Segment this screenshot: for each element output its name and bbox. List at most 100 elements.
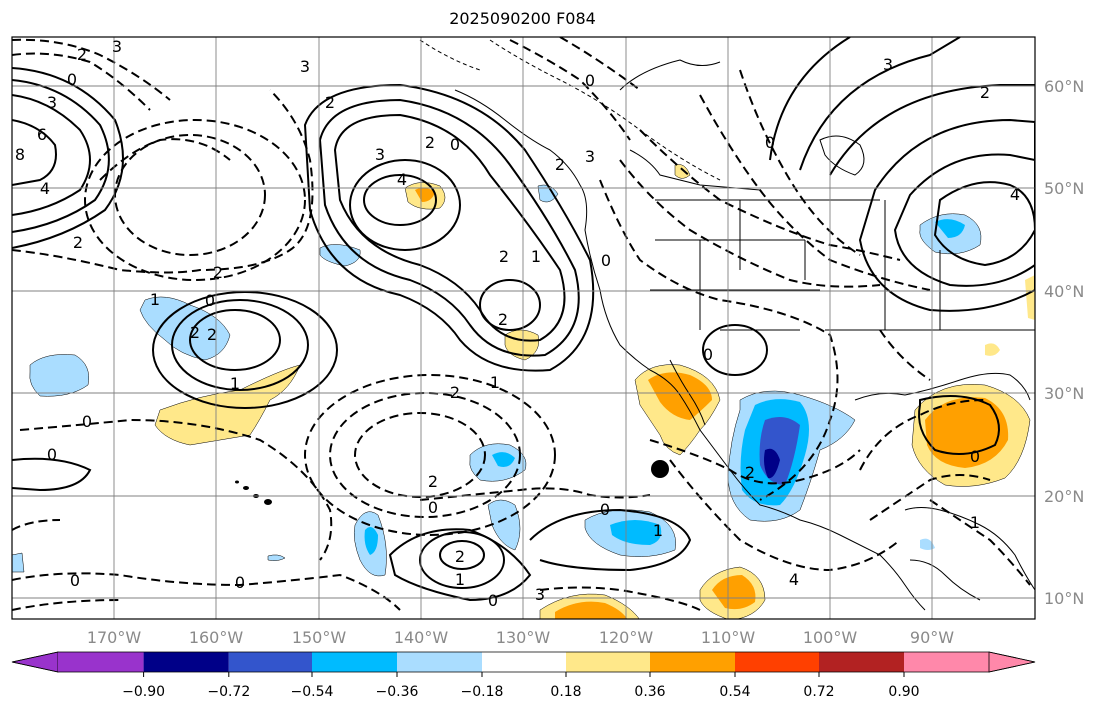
colorbar-bin (58, 652, 144, 672)
positive-anomaly-area (674, 164, 691, 179)
lon-label: 140°W (394, 628, 449, 647)
colorbar-bin (566, 652, 650, 672)
contour-label: 2 (980, 83, 990, 102)
solid-contours (12, 37, 1035, 602)
contour-label: 3 (585, 147, 595, 166)
storm-position-dot (651, 460, 669, 478)
positive-anomaly-area (555, 601, 628, 619)
colorbar-tick-label: 0.36 (634, 684, 665, 700)
contour-label: 3 (375, 145, 385, 164)
positive-anomaly-area (415, 187, 435, 202)
contour-label: 4 (40, 179, 50, 198)
lat-label: 20°N (1044, 487, 1084, 506)
contour-label: 3 (883, 55, 893, 74)
contour-label: 1 (150, 290, 160, 309)
negative-anomaly-area (12, 552, 25, 573)
lon-label: 100°W (803, 628, 858, 647)
lat-label: 60°N (1044, 77, 1084, 96)
negative-anomaly-area (267, 554, 286, 561)
positive-anomaly-area (648, 372, 712, 420)
contour-label: 0 (970, 447, 980, 466)
colorbar-bin (143, 652, 229, 672)
negative-anomaly-area (139, 296, 231, 361)
contour-label: 2 (73, 233, 83, 252)
contour-label: 2 (428, 472, 438, 491)
colorbar-high-extension (988, 651, 1036, 673)
contour-label: 6 (37, 125, 47, 144)
contour-label: 0 (703, 345, 713, 364)
contour-label: 1 (230, 374, 240, 393)
colorbar-tick-label: −0.72 (207, 684, 250, 700)
contour-label: 3 (300, 57, 310, 76)
lat-label: 40°N (1044, 282, 1084, 301)
contour-label: 1 (970, 513, 980, 532)
map-border (11, 36, 1036, 620)
contour-label: 2 (498, 310, 508, 329)
contour-label: 3 (112, 37, 122, 56)
negative-anomaly-area (610, 520, 662, 545)
contour-label: 3 (535, 585, 545, 604)
contour-label: 0 (47, 445, 57, 464)
colorbar-tick-label: −0.90 (122, 684, 165, 700)
colorbar-bin (650, 652, 735, 672)
contour-label: 2 (213, 263, 223, 282)
lon-label: 150°W (292, 628, 347, 647)
contour-label: 2 (450, 383, 460, 402)
negative-anomaly-area (487, 499, 521, 551)
colorbar-bin (482, 652, 566, 672)
colorbar-tick-marks (143, 672, 905, 677)
colorbar-bin (735, 652, 819, 672)
contour-label: 0 (235, 573, 245, 592)
contour-label: 0 (428, 498, 438, 517)
negative-anomaly-area (492, 452, 515, 467)
colorbar-tick-label: 0.72 (803, 684, 834, 700)
colorbar-low-extension (11, 651, 59, 673)
contour-label: 0 (585, 71, 595, 90)
negative-anomaly-area (935, 219, 965, 238)
lat-label: 30°N (1044, 384, 1084, 403)
contour-label: 2 (425, 133, 435, 152)
islands (235, 480, 272, 505)
contour-label: 1 (653, 521, 663, 540)
negative-anomaly-area (319, 244, 361, 267)
colorbar-tick-label: 0.18 (550, 684, 581, 700)
map-title: 2025090200 F084 (449, 9, 596, 28)
longitude-labels: 170°W 160°W 150°W 140°W 130°W 120°W 110°… (87, 628, 954, 647)
colorbar-bin (312, 652, 397, 672)
contour-label: 4 (1010, 185, 1020, 204)
colorbar-tick-label: −0.18 (461, 684, 504, 700)
negative-anomaly-area (537, 184, 559, 203)
colorbar-bin (228, 652, 312, 672)
contour-label: 0 (67, 70, 77, 89)
latitude-labels: 60°N 50°N 40°N 30°N 20°N 10°N (1044, 77, 1084, 608)
contour-label: 0 (488, 591, 498, 610)
colorbar-tick-label: −0.36 (376, 684, 419, 700)
contour-labels: 2 3 0 3 6 8 4 2 3 2 0 3 4 2 0 2 3 2 0 1 … (15, 37, 1020, 610)
contour-label: 3 (47, 93, 57, 112)
colorbar-tick-label: 0.90 (888, 684, 919, 700)
lat-label: 10°N (1044, 589, 1084, 608)
contour-label: 2 (499, 247, 509, 266)
lon-label: 160°W (189, 628, 244, 647)
dashed-contours (12, 37, 1031, 611)
colorbar-bin (819, 652, 904, 672)
contour-label: 2 (555, 155, 565, 174)
contour-label: 0 (205, 291, 215, 310)
contour-label: 0 (601, 251, 611, 270)
contour-label: 2 (325, 93, 335, 112)
contour-label: 0 (765, 133, 775, 152)
contour-label: 1 (490, 373, 500, 392)
negative-anomaly-area (29, 354, 89, 397)
lon-label: 90°W (910, 628, 954, 647)
colorbar-tick-label: 0.54 (719, 684, 750, 700)
contour-label: 4 (397, 170, 407, 189)
contour-label: 0 (600, 500, 610, 519)
contour-label: 0 (450, 135, 460, 154)
negative-anomaly-area (920, 538, 935, 550)
positive-anomaly-area (712, 575, 756, 610)
contour-label: 0 (70, 571, 80, 590)
lat-label: 50°N (1044, 179, 1084, 198)
lon-label: 120°W (599, 628, 654, 647)
contour-label: 8 (15, 145, 25, 164)
contour-label: 4 (789, 570, 799, 589)
